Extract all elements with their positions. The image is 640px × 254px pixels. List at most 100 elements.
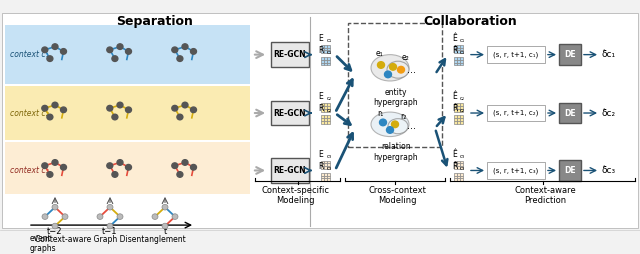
Circle shape <box>162 204 168 210</box>
FancyBboxPatch shape <box>5 25 250 84</box>
Text: R: R <box>318 162 324 171</box>
Text: Ê: Ê <box>452 92 458 101</box>
FancyBboxPatch shape <box>460 45 463 47</box>
Text: R̂: R̂ <box>452 162 458 171</box>
FancyBboxPatch shape <box>454 161 456 163</box>
Text: c₁: c₁ <box>327 50 332 55</box>
FancyBboxPatch shape <box>323 115 326 118</box>
Circle shape <box>172 214 178 219</box>
FancyBboxPatch shape <box>326 179 330 181</box>
FancyBboxPatch shape <box>559 103 581 123</box>
Circle shape <box>47 114 53 120</box>
Text: Context-aware
Prediction: Context-aware Prediction <box>514 185 576 205</box>
Text: context c₁: context c₁ <box>10 50 49 59</box>
Text: RE-GCN: RE-GCN <box>274 166 307 175</box>
FancyBboxPatch shape <box>460 50 463 53</box>
FancyBboxPatch shape <box>460 47 463 50</box>
FancyBboxPatch shape <box>454 109 456 112</box>
Circle shape <box>107 204 113 210</box>
Circle shape <box>47 172 53 177</box>
FancyBboxPatch shape <box>326 163 330 166</box>
Text: e₁: e₁ <box>375 49 383 58</box>
FancyBboxPatch shape <box>271 42 309 67</box>
FancyBboxPatch shape <box>487 105 545 121</box>
FancyBboxPatch shape <box>460 115 463 118</box>
FancyBboxPatch shape <box>326 103 330 106</box>
Text: Ê: Ê <box>452 150 458 159</box>
FancyBboxPatch shape <box>456 47 460 50</box>
Circle shape <box>385 71 392 78</box>
FancyBboxPatch shape <box>460 161 463 163</box>
Text: Context-aware Graph Disentanglement: Context-aware Graph Disentanglement <box>35 235 186 244</box>
Text: c₂: c₂ <box>327 108 332 114</box>
FancyBboxPatch shape <box>456 161 460 163</box>
FancyBboxPatch shape <box>456 45 460 47</box>
FancyBboxPatch shape <box>321 60 323 63</box>
Circle shape <box>107 105 113 111</box>
FancyBboxPatch shape <box>460 103 463 106</box>
Circle shape <box>125 49 131 54</box>
Circle shape <box>61 49 67 54</box>
FancyBboxPatch shape <box>321 173 323 176</box>
FancyBboxPatch shape <box>323 179 326 181</box>
FancyBboxPatch shape <box>460 60 463 63</box>
Text: context c₂: context c₂ <box>10 108 49 118</box>
Circle shape <box>397 66 404 73</box>
FancyBboxPatch shape <box>323 103 326 106</box>
FancyBboxPatch shape <box>321 106 323 109</box>
FancyBboxPatch shape <box>321 166 323 169</box>
FancyBboxPatch shape <box>456 118 460 121</box>
FancyBboxPatch shape <box>326 106 330 109</box>
FancyBboxPatch shape <box>454 118 456 121</box>
Circle shape <box>97 214 103 219</box>
FancyBboxPatch shape <box>454 50 456 53</box>
Circle shape <box>191 107 196 113</box>
Circle shape <box>52 44 58 50</box>
FancyBboxPatch shape <box>326 63 330 66</box>
Circle shape <box>52 204 58 210</box>
FancyBboxPatch shape <box>323 45 326 47</box>
FancyBboxPatch shape <box>454 179 456 181</box>
Text: c₁: c₁ <box>460 38 465 43</box>
Circle shape <box>152 214 158 219</box>
Circle shape <box>112 56 118 61</box>
FancyBboxPatch shape <box>460 57 463 60</box>
FancyBboxPatch shape <box>454 45 456 47</box>
FancyBboxPatch shape <box>460 118 463 121</box>
FancyBboxPatch shape <box>321 63 323 66</box>
FancyBboxPatch shape <box>326 60 330 63</box>
FancyBboxPatch shape <box>323 121 326 124</box>
Circle shape <box>42 214 48 219</box>
FancyBboxPatch shape <box>323 163 326 166</box>
FancyBboxPatch shape <box>323 109 326 112</box>
FancyBboxPatch shape <box>456 121 460 124</box>
FancyBboxPatch shape <box>456 163 460 166</box>
Text: r₂: r₂ <box>400 112 406 121</box>
Circle shape <box>107 163 113 168</box>
FancyBboxPatch shape <box>326 166 330 169</box>
Circle shape <box>392 121 399 128</box>
Text: Separation: Separation <box>116 15 193 28</box>
Text: event
graphs: event graphs <box>30 234 56 253</box>
FancyBboxPatch shape <box>460 109 463 112</box>
FancyBboxPatch shape <box>323 60 326 63</box>
Text: t: t <box>163 227 166 236</box>
FancyBboxPatch shape <box>454 47 456 50</box>
FancyBboxPatch shape <box>323 173 326 176</box>
FancyBboxPatch shape <box>454 106 456 109</box>
FancyBboxPatch shape <box>326 47 330 50</box>
FancyBboxPatch shape <box>326 118 330 121</box>
Text: c₃: c₃ <box>460 154 465 159</box>
FancyBboxPatch shape <box>460 163 463 166</box>
FancyBboxPatch shape <box>456 63 460 66</box>
Text: t−2: t−2 <box>47 227 63 236</box>
Text: c₁: c₁ <box>327 38 332 43</box>
FancyBboxPatch shape <box>456 173 460 176</box>
Text: ...: ... <box>406 121 415 131</box>
Circle shape <box>112 114 118 120</box>
FancyBboxPatch shape <box>326 50 330 53</box>
FancyBboxPatch shape <box>456 106 460 109</box>
FancyBboxPatch shape <box>454 121 456 124</box>
Text: c₃: c₃ <box>327 166 332 171</box>
FancyBboxPatch shape <box>487 162 545 179</box>
